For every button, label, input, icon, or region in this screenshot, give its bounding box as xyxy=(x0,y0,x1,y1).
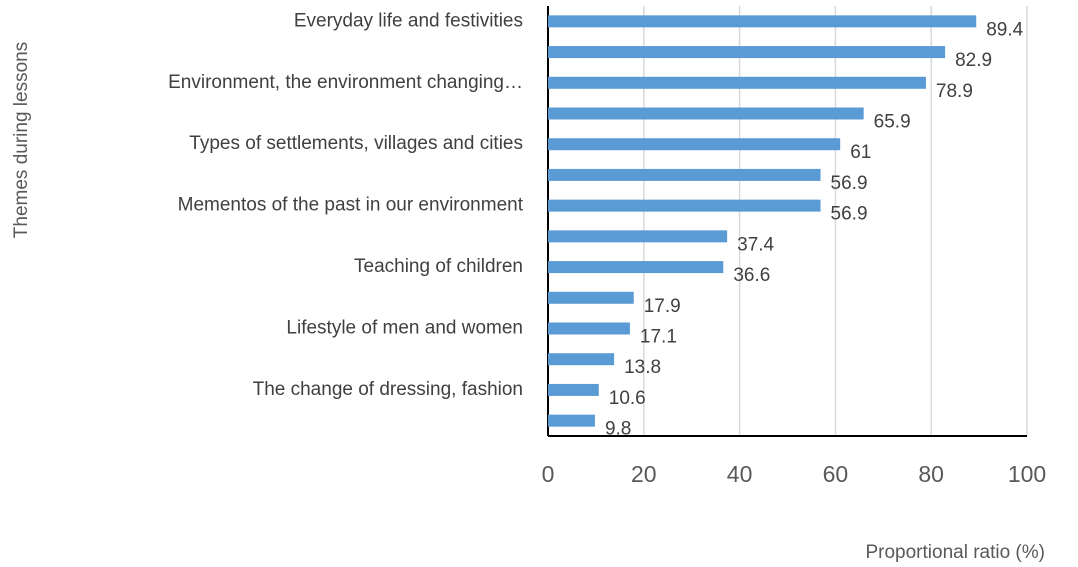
x-tick-label: 60 xyxy=(823,461,849,487)
value-label: 17.9 xyxy=(644,296,681,317)
value-label: 56.9 xyxy=(831,204,868,225)
x-tick-label: 0 xyxy=(542,461,555,487)
value-label: 36.6 xyxy=(733,265,770,286)
value-label: 10.6 xyxy=(609,388,646,409)
y-tick-label: Lifestyle of men and women xyxy=(286,318,523,339)
bar xyxy=(548,46,946,59)
value-label: 13.8 xyxy=(624,357,661,378)
bar xyxy=(548,383,599,396)
value-label: 89.4 xyxy=(986,19,1023,40)
x-tick-label: 20 xyxy=(631,461,657,487)
bar xyxy=(548,291,634,304)
value-label: 61 xyxy=(850,142,871,163)
bar xyxy=(548,76,926,89)
value-label: 82.9 xyxy=(955,50,992,71)
x-axis-title: Proportional ratio (%) xyxy=(865,542,1045,563)
x-tick-label: 40 xyxy=(727,461,753,487)
value-label: 17.1 xyxy=(640,327,677,348)
bar xyxy=(548,414,595,427)
value-label: 37.4 xyxy=(737,234,774,255)
value-label: 65.9 xyxy=(874,112,911,133)
bar xyxy=(548,15,977,28)
bar xyxy=(548,168,821,181)
value-label: 56.9 xyxy=(831,173,868,194)
value-label: 9.8 xyxy=(605,419,631,440)
bar xyxy=(548,261,724,274)
bar xyxy=(548,107,864,120)
x-tick-label: 100 xyxy=(1008,461,1046,487)
value-label: 78.9 xyxy=(936,81,973,102)
bar xyxy=(548,230,728,243)
x-tick-label: 80 xyxy=(918,461,944,487)
y-tick-label: The change of dressing, fashion xyxy=(253,379,523,400)
y-tick-label: Teaching of children xyxy=(354,256,523,277)
bar xyxy=(548,199,821,212)
y-tick-label: Environment, the environment changing… xyxy=(168,72,523,93)
bar xyxy=(548,353,615,366)
bar xyxy=(548,138,841,151)
y-tick-label: Types of settlements, villages and citie… xyxy=(189,133,523,154)
bar xyxy=(548,322,630,335)
y-tick-label: Mementos of the past in our environment xyxy=(178,195,524,216)
y-tick-label: Everyday life and festivities xyxy=(294,10,523,31)
y-axis-title: Themes during lessons xyxy=(11,42,32,238)
